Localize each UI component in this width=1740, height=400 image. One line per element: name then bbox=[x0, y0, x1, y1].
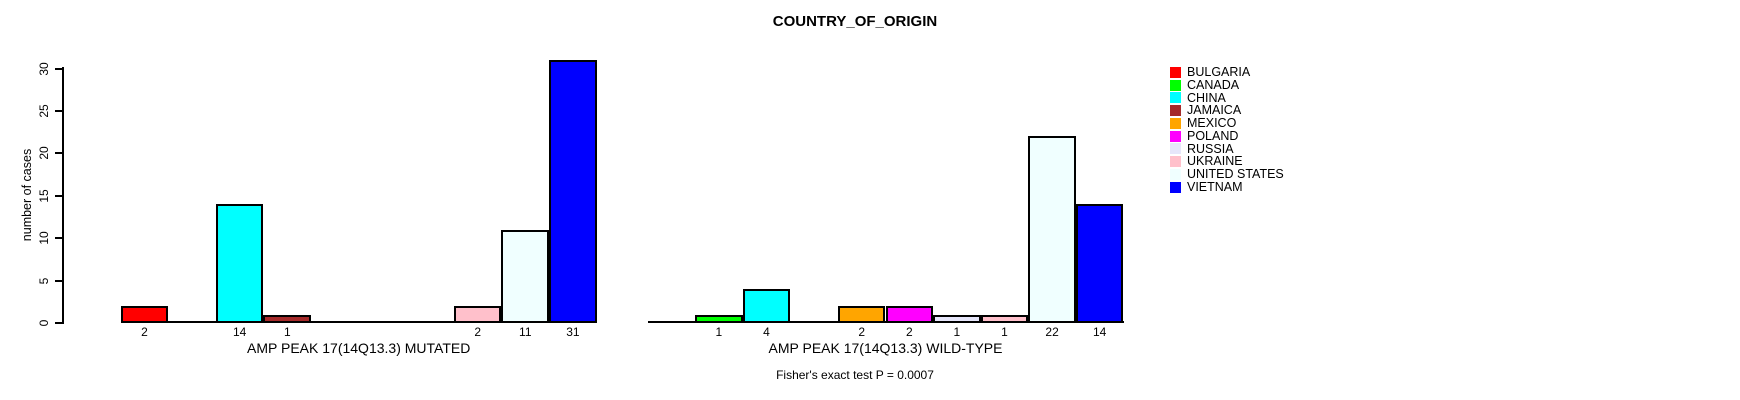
legend-label: MEXICO bbox=[1187, 116, 1237, 130]
legend-item-united-states: UNITED STATES bbox=[1170, 168, 1284, 181]
bar-canada bbox=[695, 314, 743, 323]
y-tick bbox=[55, 237, 62, 240]
legend-swatch-vietnam bbox=[1170, 181, 1181, 193]
legend-item-mexico: MEXICO bbox=[1170, 117, 1284, 130]
legend-item-russia: RUSSIA bbox=[1170, 141, 1284, 156]
bar-value-label: 2 bbox=[858, 325, 866, 339]
y-axis-title: number of cases bbox=[20, 148, 34, 242]
bar-value-label: 22 bbox=[1045, 325, 1059, 339]
bar-jamaica bbox=[263, 314, 312, 323]
y-axis bbox=[62, 67, 64, 324]
legend-swatch-jamaica bbox=[1170, 105, 1181, 117]
bar-value-label: 14 bbox=[1093, 325, 1107, 339]
legend-label: POLAND bbox=[1187, 128, 1239, 143]
legend-label: JAMAICA bbox=[1187, 103, 1242, 118]
bar-value-label: 1 bbox=[953, 325, 961, 339]
bar-united-states bbox=[1028, 136, 1076, 323]
legend-label: VIETNAM bbox=[1187, 179, 1243, 194]
legend-swatch-russia bbox=[1170, 143, 1181, 155]
y-tick-label: 10 bbox=[37, 231, 51, 245]
bar-value-label: 31 bbox=[566, 325, 580, 339]
bar-vietnam bbox=[549, 60, 597, 323]
bar-united-states bbox=[501, 229, 550, 323]
bar-value-label: 11 bbox=[519, 325, 532, 339]
legend-label: BULGARIA bbox=[1187, 65, 1251, 79]
legend-label: RUSSIA bbox=[1187, 141, 1234, 156]
x-axis-title-wild-type: AMP PEAK 17(14Q13.3) WILD-TYPE bbox=[768, 340, 1003, 356]
legend-item-jamaica: JAMAICA bbox=[1170, 104, 1284, 117]
bar-russia bbox=[933, 314, 981, 323]
bar-value-label: 2 bbox=[905, 325, 913, 339]
bar-vietnam bbox=[1075, 204, 1124, 323]
chart-title: COUNTRY_OF_ORIGIN bbox=[772, 13, 938, 30]
legend-swatch-ukraine bbox=[1170, 156, 1181, 168]
legend-swatch-united-states bbox=[1170, 168, 1181, 180]
x-axis-title-mutated: AMP PEAK 17(14Q13.3) MUTATED bbox=[247, 340, 471, 356]
legend-label: CANADA bbox=[1187, 77, 1240, 92]
y-tick bbox=[55, 194, 62, 197]
y-tick bbox=[55, 110, 62, 112]
bar-bulgaria bbox=[120, 306, 169, 323]
y-tick-label: 15 bbox=[37, 189, 51, 203]
bar-value-label: 2 bbox=[474, 325, 482, 339]
legend-swatch-china bbox=[1170, 92, 1181, 104]
fisher-test-note: Fisher's exact test P = 0.0007 bbox=[776, 368, 934, 382]
panel-wild-type: AMP PEAK 17(14Q13.3) WILD-TYPE 1 4 2 2 1 1 22 1… bbox=[647, 68, 1124, 356]
legend-item-ukraine: UKRAINE bbox=[1170, 155, 1284, 168]
legend-item-bulgaria: BULGARIA bbox=[1170, 66, 1284, 79]
bar-value-label: 1 bbox=[1001, 325, 1008, 339]
y-tick bbox=[55, 67, 62, 70]
y-tick-label: 20 bbox=[37, 146, 51, 161]
bar-value-label: 4 bbox=[763, 325, 770, 339]
bar-ukraine bbox=[980, 314, 1029, 323]
bar-china bbox=[742, 289, 791, 323]
bar-value-label: 14 bbox=[232, 325, 247, 339]
bar-value-label: 1 bbox=[715, 325, 723, 339]
y-tick bbox=[55, 322, 62, 324]
bar-value-label: 1 bbox=[283, 325, 291, 339]
bar-ukraine bbox=[453, 306, 502, 323]
y-tick-label: 5 bbox=[37, 277, 51, 284]
y-tick bbox=[55, 152, 62, 155]
legend-swatch-mexico bbox=[1170, 117, 1181, 129]
legend-swatch-canada bbox=[1170, 79, 1181, 91]
bar-value-label: 2 bbox=[141, 325, 148, 339]
legend-swatch-poland bbox=[1170, 130, 1181, 142]
bar-poland bbox=[885, 306, 934, 323]
panel-mutated: AMP PEAK 17(14Q13.3) MUTATED 2 14 1 2 11 31 bbox=[120, 60, 597, 356]
legend-label: CHINA bbox=[1187, 90, 1226, 105]
y-tick-label: 30 bbox=[37, 61, 51, 76]
legend-swatch-bulgaria bbox=[1170, 66, 1181, 78]
bar-china bbox=[215, 204, 264, 323]
bar-mexico bbox=[837, 306, 886, 323]
legend-label: UKRAINE bbox=[1187, 154, 1243, 169]
legend-item-china: CHINA bbox=[1170, 90, 1284, 105]
y-tick-label: 0 bbox=[37, 319, 51, 327]
y-tick-label: 25 bbox=[37, 104, 51, 118]
x-baseline bbox=[120, 321, 597, 323]
legend-item-poland: POLAND bbox=[1170, 128, 1284, 143]
legend-item-canada: CANADA bbox=[1170, 77, 1284, 92]
y-tick bbox=[55, 279, 62, 282]
legend-item-vietnam: VIETNAM bbox=[1170, 179, 1284, 194]
legend: BULGARIA CANADA CHINA JAMAICA MEXICO POLAND RU… bbox=[1170, 66, 1284, 194]
legend-label: UNITED STATES bbox=[1187, 167, 1284, 181]
